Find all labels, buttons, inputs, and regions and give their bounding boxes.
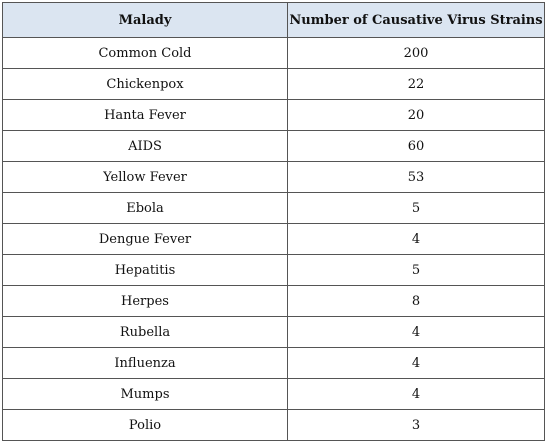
- strain-count-cell: 4: [287, 223, 545, 255]
- column-header-malady: Malady: [2, 2, 288, 38]
- malady-cell: Hanta Fever: [2, 99, 288, 131]
- strain-count-cell: 20: [287, 99, 545, 131]
- table-row: Common Cold 200: [2, 37, 545, 69]
- column-header-strains: Number of Causative Virus Strains: [287, 2, 545, 38]
- table-header-row: Malady Number of Causative Virus Strains: [2, 2, 545, 38]
- table-row: Hanta Fever 20: [2, 99, 545, 131]
- malady-cell: Hepatitis: [2, 254, 288, 286]
- table-row: Herpes 8: [2, 285, 545, 317]
- malady-cell: AIDS: [2, 130, 288, 162]
- malady-cell: Mumps: [2, 378, 288, 410]
- table-row: Chickenpox 22: [2, 68, 545, 100]
- strain-count-cell: 4: [287, 378, 545, 410]
- malady-cell: Ebola: [2, 192, 288, 224]
- table-row: AIDS 60: [2, 130, 545, 162]
- table-row: Ebola 5: [2, 192, 545, 224]
- table-row: Influenza 4: [2, 347, 545, 379]
- strain-count-cell: 60: [287, 130, 545, 162]
- strain-count-cell: 5: [287, 254, 545, 286]
- table-row: Yellow Fever 53: [2, 161, 545, 193]
- malady-cell: Dengue Fever: [2, 223, 288, 255]
- malady-cell: Yellow Fever: [2, 161, 288, 193]
- strain-count-cell: 200: [287, 37, 545, 69]
- table-body: Common Cold 200 Chickenpox 22 Hanta Fever 20 A…: [2, 37, 545, 441]
- strain-count-cell: 22: [287, 68, 545, 100]
- table-row: Mumps 4: [2, 378, 545, 410]
- table-row: Dengue Fever 4: [2, 223, 545, 255]
- table-row: Hepatitis 5: [2, 254, 545, 286]
- malady-cell: Rubella: [2, 316, 288, 348]
- malady-cell: Chickenpox: [2, 68, 288, 100]
- strain-count-cell: 4: [287, 347, 545, 379]
- malady-cell: Influenza: [2, 347, 288, 379]
- malady-cell: Herpes: [2, 285, 288, 317]
- strain-count-cell: 5: [287, 192, 545, 224]
- strain-count-cell: 4: [287, 316, 545, 348]
- strain-count-cell: 53: [287, 161, 545, 193]
- strain-count-cell: 8: [287, 285, 545, 317]
- table-row: Rubella 4: [2, 316, 545, 348]
- malady-cell: Common Cold: [2, 37, 288, 69]
